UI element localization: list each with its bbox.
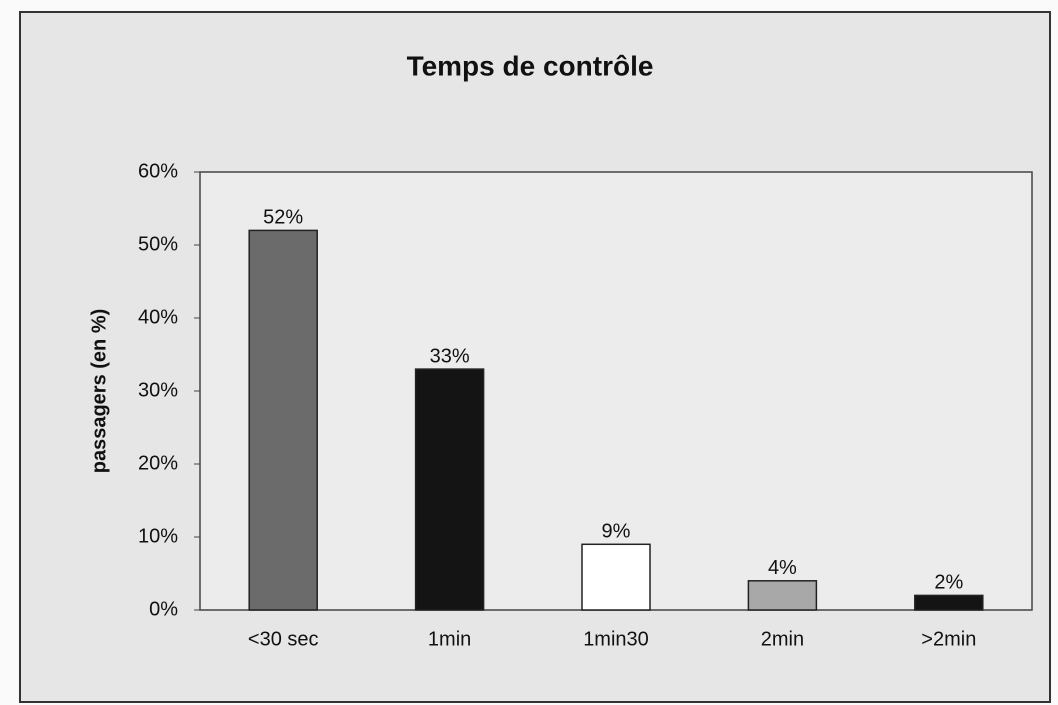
plot-area (199, 171, 1033, 611)
y-tick-label: 40% (138, 306, 178, 328)
value-label: 33% (430, 345, 470, 367)
x-tick-label: >2min (921, 628, 976, 650)
value-label: 52% (263, 207, 303, 229)
x-tick-label: 2min (761, 628, 804, 650)
y-tick-label: 10% (138, 525, 178, 547)
x-tick-label: <30 sec (248, 628, 319, 650)
y-tick-label: 20% (138, 452, 178, 474)
bar (914, 594, 984, 611)
x-tick-label: 1min (428, 628, 471, 650)
y-tick-label: 60% (138, 160, 178, 182)
value-label: 9% (602, 521, 631, 543)
bar (747, 580, 818, 611)
bar (581, 543, 651, 611)
y-tick-label: 0% (149, 598, 178, 620)
value-label: 2% (934, 572, 963, 594)
y-tick-label: 30% (138, 379, 178, 401)
bar (414, 368, 485, 611)
chart-title: Temps de contrôle (407, 50, 654, 81)
bar (248, 229, 318, 611)
x-tick-label: 1min30 (583, 628, 649, 650)
value-label: 4% (768, 557, 797, 579)
y-axis-label: passagers (en %) (88, 309, 110, 474)
y-tick-label: 50% (138, 233, 178, 255)
